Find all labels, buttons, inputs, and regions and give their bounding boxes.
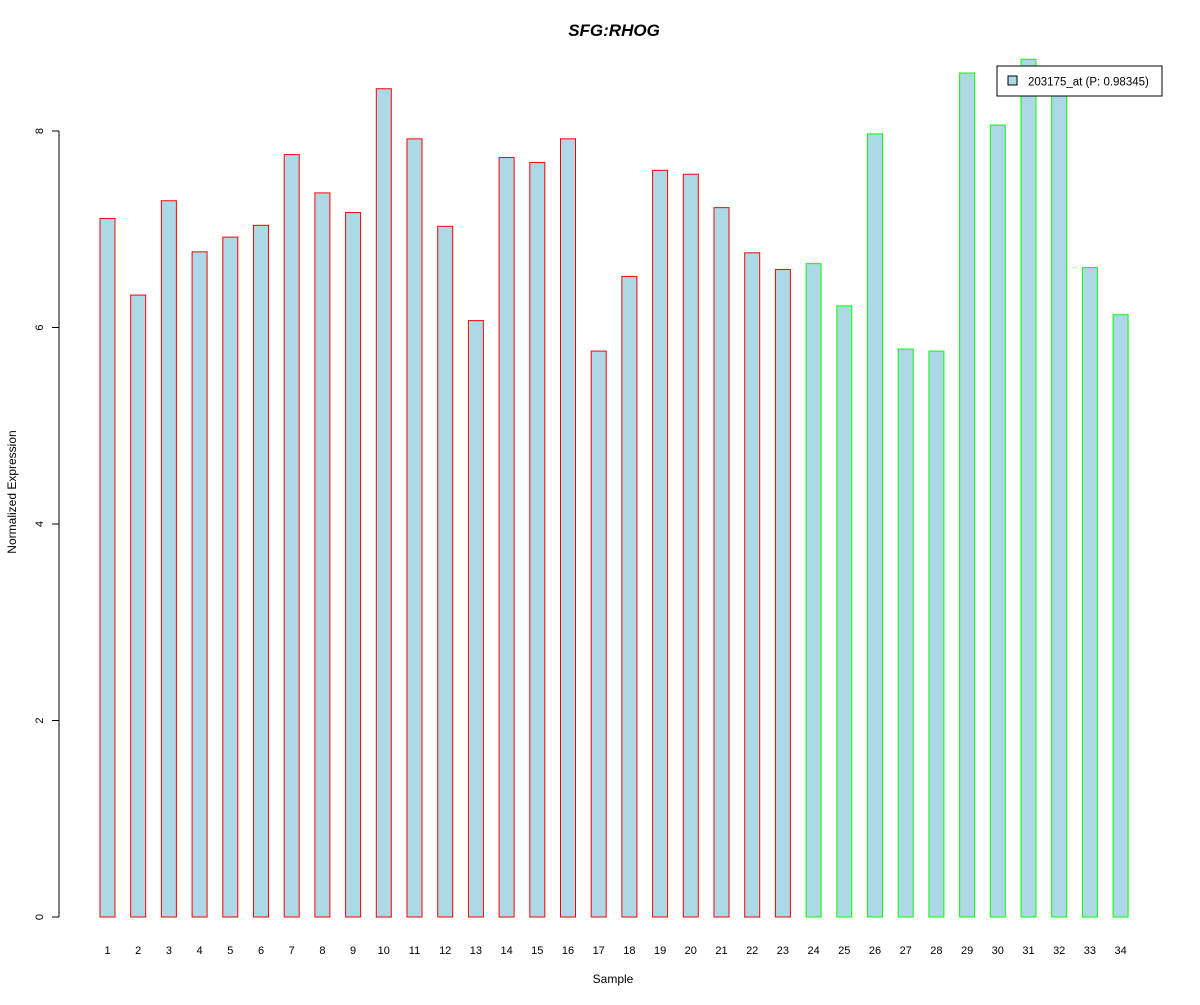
bar-sample-9: [345, 212, 362, 918]
x-axis-label: Sample: [593, 972, 634, 986]
y-axis-label: Normalized Expression: [5, 430, 19, 553]
bar-sample-34: [1112, 314, 1129, 918]
x-tick-label: 30: [992, 945, 1004, 957]
bar-sample-4: [191, 251, 208, 918]
legend-box: [996, 65, 1163, 97]
x-tick-label: 19: [654, 945, 666, 957]
bar-sample-8: [314, 192, 331, 918]
x-tick-label: 18: [623, 945, 635, 957]
bar-sample-25: [836, 305, 853, 918]
x-tick-label: 3: [166, 945, 172, 957]
x-tick-label: 10: [378, 945, 390, 957]
x-tick-label: 23: [777, 945, 789, 957]
bar-sample-14: [498, 157, 515, 918]
x-tick-label: 2: [135, 945, 141, 957]
y-tick-label: 4: [34, 521, 46, 527]
bar-sample-6: [253, 224, 269, 918]
x-tick-label: 12: [439, 945, 451, 957]
legend-swatch: [1007, 75, 1018, 86]
bar-sample-29: [959, 72, 976, 918]
bar-sample-2: [130, 294, 147, 918]
x-tick-label: 1: [104, 945, 110, 957]
x-tick-label: 25: [838, 945, 850, 957]
bar-sample-30: [989, 124, 1006, 918]
y-tick-label: 2: [34, 717, 46, 723]
x-tick-label: 34: [1114, 945, 1126, 957]
x-tick-label: 9: [350, 945, 356, 957]
bar-sample-16: [560, 138, 576, 918]
bar-sample-33: [1081, 267, 1098, 918]
bar-sample-18: [621, 275, 638, 918]
bar-sample-13: [467, 320, 484, 918]
bar-sample-23: [774, 269, 791, 918]
bar-sample-27: [897, 348, 914, 918]
bar-sample-1: [99, 217, 116, 918]
x-tick-label: 22: [746, 945, 758, 957]
chart-title: SFG:RHOG: [568, 21, 660, 40]
x-tick-label: 14: [500, 945, 512, 957]
x-tick-label: 32: [1053, 945, 1065, 957]
bar-sample-5: [222, 236, 239, 918]
x-tick-label: 17: [593, 945, 605, 957]
bar-sample-32: [1051, 84, 1068, 918]
y-tick-label: 6: [34, 324, 46, 330]
bar-sample-15: [529, 161, 546, 918]
bar-sample-3: [160, 200, 177, 918]
x-tick-label: 8: [319, 945, 325, 957]
x-tick-label: 21: [715, 945, 727, 957]
bar-sample-24: [805, 263, 822, 918]
y-axis: 0 2 4 6 8: [34, 128, 60, 920]
x-tick-label: 29: [961, 945, 973, 957]
bar-sample-31: [1020, 58, 1037, 918]
legend: 203175_at (P: 0.98345): [996, 65, 1163, 97]
x-tick-label: 11: [409, 945, 420, 957]
bar-sample-20: [682, 173, 699, 918]
x-tick-label: 16: [562, 945, 574, 957]
x-axis-tick-labels: 1 2 3 4 5 6 7 8 9 10 11 12 13 14 15 16 17 18 19 20 21 22 23 24 2…: [104, 945, 1126, 957]
x-tick-label: 20: [685, 945, 697, 957]
x-tick-label: 24: [807, 945, 819, 957]
x-tick-label: 6: [258, 945, 264, 957]
x-tick-label: 4: [197, 945, 203, 957]
x-tick-label: 7: [289, 945, 295, 957]
x-tick-label: 28: [930, 945, 942, 957]
x-tick-label: 27: [900, 945, 912, 957]
bar-sample-19: [652, 169, 669, 918]
bar-sample-28: [928, 350, 945, 918]
x-tick-label: 26: [869, 945, 881, 957]
bar-sample-11: [406, 138, 423, 918]
y-tick-label: 8: [34, 128, 46, 134]
x-tick-label: 31: [1022, 945, 1034, 957]
bar-sample-12: [437, 225, 454, 918]
y-tick-label: 0: [34, 914, 46, 920]
bar-sample-26: [867, 133, 883, 918]
x-tick-label: 15: [531, 945, 543, 957]
bar-sample-7: [283, 154, 300, 918]
legend-label: 203175_at (P: 0.98345): [1028, 77, 1149, 89]
bar-sample-21: [713, 207, 730, 918]
bars-layer: [99, 58, 1129, 918]
x-tick-label: 13: [470, 945, 482, 957]
bar-sample-10: [375, 88, 392, 918]
bar-sample-17: [590, 350, 607, 918]
x-tick-label: 33: [1084, 945, 1096, 957]
bar-sample-22: [744, 252, 761, 918]
x-tick-label: 5: [227, 945, 233, 957]
